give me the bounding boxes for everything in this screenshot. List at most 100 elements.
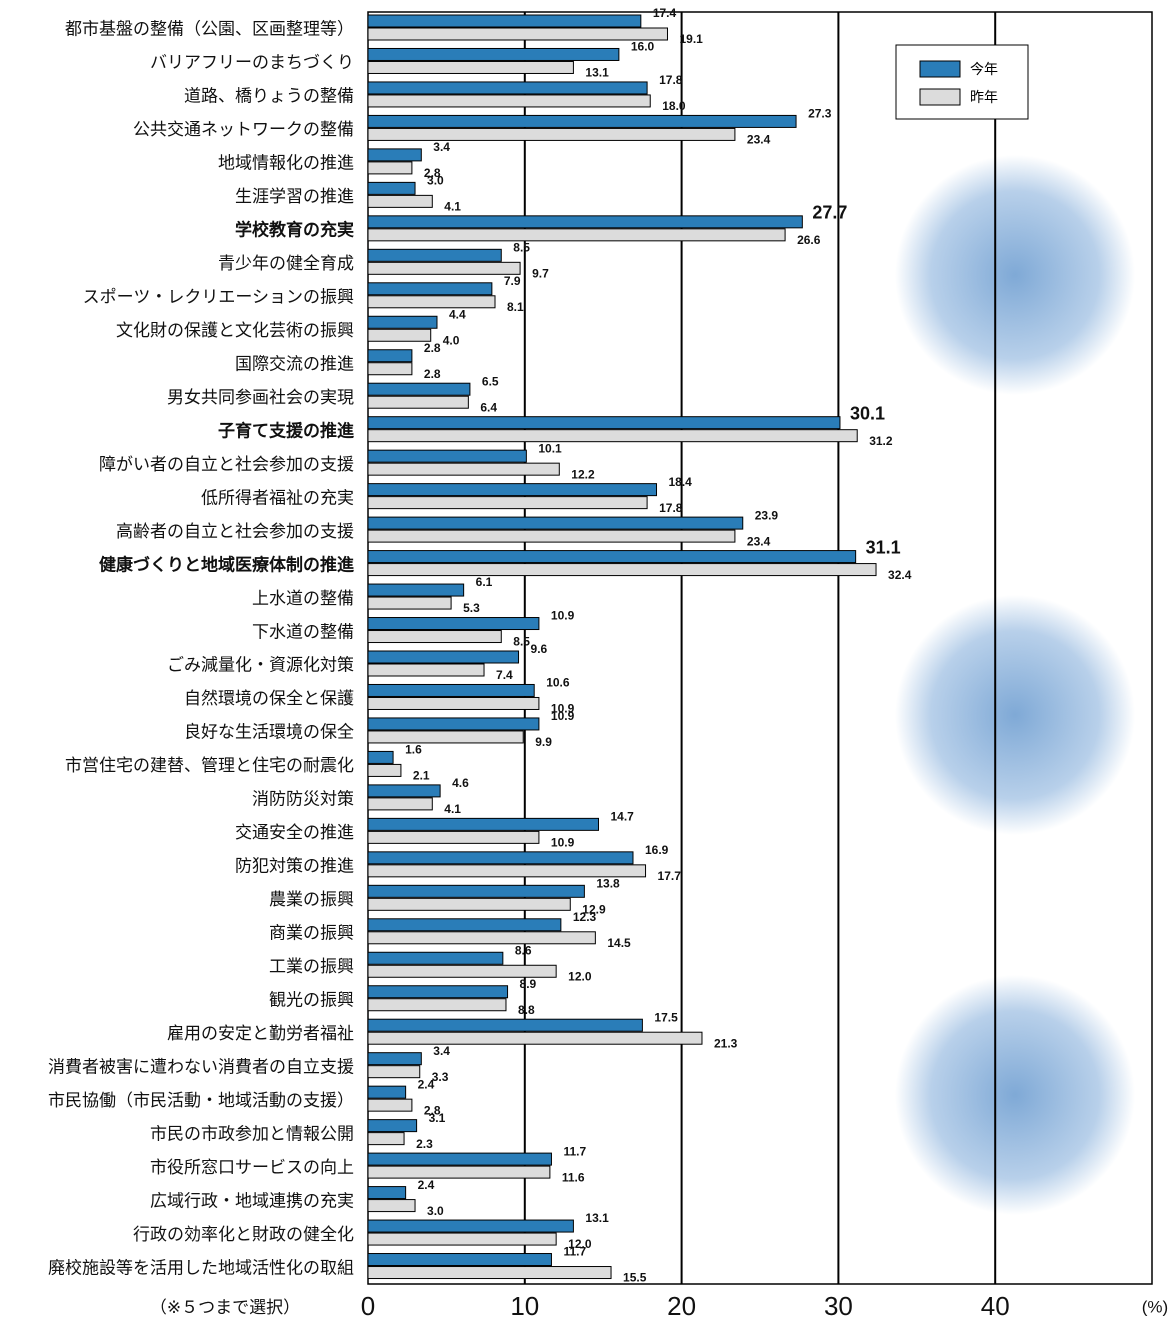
value-label: 4.1 — [444, 802, 461, 816]
bar — [368, 932, 595, 944]
category-label: 観光の振興 — [269, 990, 354, 1010]
bar — [368, 216, 802, 228]
category-label: 広域行政・地域連携の充実 — [150, 1191, 354, 1211]
category-label: 道路、橋りょうの整備 — [184, 87, 354, 107]
bar — [368, 430, 857, 442]
value-label: 2.3 — [416, 1137, 433, 1151]
value-label: 4.6 — [452, 776, 469, 790]
category-label: 自然環境の保全と保護 — [184, 689, 354, 709]
bar — [368, 564, 876, 576]
bar — [368, 898, 570, 910]
illustration — [895, 595, 1135, 835]
category-label: 青少年の健全育成 — [218, 254, 354, 274]
bar — [368, 350, 412, 362]
value-label: 7.9 — [504, 274, 521, 288]
category-label: バリアフリーのまちづくり — [150, 53, 354, 73]
bar — [368, 517, 743, 529]
bar — [368, 885, 584, 897]
bar — [368, 1032, 702, 1044]
bar — [368, 149, 421, 161]
value-label: 12.3 — [573, 910, 597, 924]
bar — [368, 718, 539, 730]
value-label: 10.9 — [551, 836, 575, 850]
value-label: 4.0 — [443, 333, 460, 347]
value-label: 6.4 — [480, 400, 497, 414]
value-label: 10.9 — [551, 709, 575, 723]
category-label: 市営住宅の建替、管理と住宅の耐震化 — [65, 756, 354, 776]
x-tick-label: 0 — [361, 1291, 375, 1321]
bar — [368, 28, 667, 40]
bar — [368, 128, 735, 140]
bar — [368, 764, 401, 776]
bar — [368, 262, 520, 274]
value-label: 26.6 — [797, 233, 821, 247]
category-label: 都市基盤の整備（公園、区画整理等） — [65, 20, 354, 40]
bar — [368, 82, 647, 94]
value-label: 2.4 — [418, 1178, 435, 1192]
value-label: 5.3 — [463, 601, 480, 615]
value-label: 2.1 — [413, 769, 430, 783]
value-label: 7.4 — [496, 668, 513, 682]
value-label: 17.5 — [654, 1010, 678, 1024]
legend-label: 今年 — [970, 62, 998, 78]
bar — [368, 115, 796, 127]
value-label: 3.4 — [433, 140, 450, 154]
category-label: 高齢者の自立と社会参加の支援 — [116, 522, 354, 542]
bar — [368, 316, 437, 328]
value-label: 11.7 — [563, 1245, 586, 1259]
value-label: 4.4 — [449, 307, 466, 321]
value-label: 3.0 — [427, 1204, 444, 1218]
bar — [368, 48, 619, 60]
value-label: 3.1 — [429, 1111, 446, 1125]
note: （※５つまで選択） — [150, 1298, 300, 1318]
bar — [368, 1053, 421, 1065]
value-label: 8.5 — [513, 240, 530, 254]
bar — [368, 1233, 556, 1245]
bar — [368, 618, 539, 630]
value-label: 8.9 — [520, 977, 537, 991]
category-label: 交通安全の推進 — [235, 823, 354, 843]
bar — [368, 952, 503, 964]
value-label: 23.4 — [747, 133, 771, 147]
value-label: 8.5 — [513, 635, 530, 649]
value-label: 8.1 — [507, 300, 524, 314]
value-label: 23.9 — [755, 508, 779, 522]
bar — [368, 1133, 404, 1145]
bar — [368, 1166, 550, 1178]
category-label: 工業の振興 — [269, 957, 354, 977]
bar — [368, 15, 641, 27]
bar — [368, 1254, 551, 1266]
bar — [368, 999, 506, 1011]
value-label: 13.1 — [585, 66, 609, 80]
bar — [368, 1019, 642, 1031]
value-label: 8.8 — [518, 1003, 535, 1017]
bar — [368, 450, 526, 462]
category-label: 消防防災対策 — [252, 790, 354, 810]
bar — [368, 497, 647, 509]
category-label: 公共交通ネットワークの整備 — [133, 120, 354, 140]
bar — [368, 162, 412, 174]
bar — [368, 1066, 420, 1078]
x-unit: (%) — [1142, 1297, 1168, 1316]
legend-swatch — [920, 89, 960, 105]
category-label: 市民協働（市民活動・地域活動の支援） — [48, 1091, 354, 1111]
value-label: 16.9 — [645, 843, 669, 857]
value-label: 1.6 — [405, 743, 422, 757]
category-label: 下水道の整備 — [252, 622, 354, 642]
legend-label: 昨年 — [970, 90, 998, 106]
bar — [368, 751, 393, 763]
value-label: 6.5 — [482, 374, 499, 388]
category-label: スポーツ・レクリエーションの振興 — [83, 288, 354, 308]
category-label: 地域情報化の推進 — [218, 154, 354, 174]
bar — [368, 182, 415, 194]
category-label: 市民の市政参加と情報公開 — [150, 1124, 354, 1144]
value-label: 16.0 — [631, 40, 655, 54]
value-label: 18.0 — [662, 99, 686, 113]
bar — [368, 1120, 417, 1132]
bar — [368, 852, 633, 864]
bar — [368, 1200, 415, 1212]
bar — [368, 551, 856, 563]
category-label: 文化財の保護と文化芸術の振興 — [116, 321, 354, 341]
category-label: 廃校施設等を活用した地域活性化の取組 — [48, 1258, 354, 1278]
chart: （※５つまで選択） (%) 010203040都市基盤の整備（公園、区画整理等）… — [0, 0, 1176, 1324]
